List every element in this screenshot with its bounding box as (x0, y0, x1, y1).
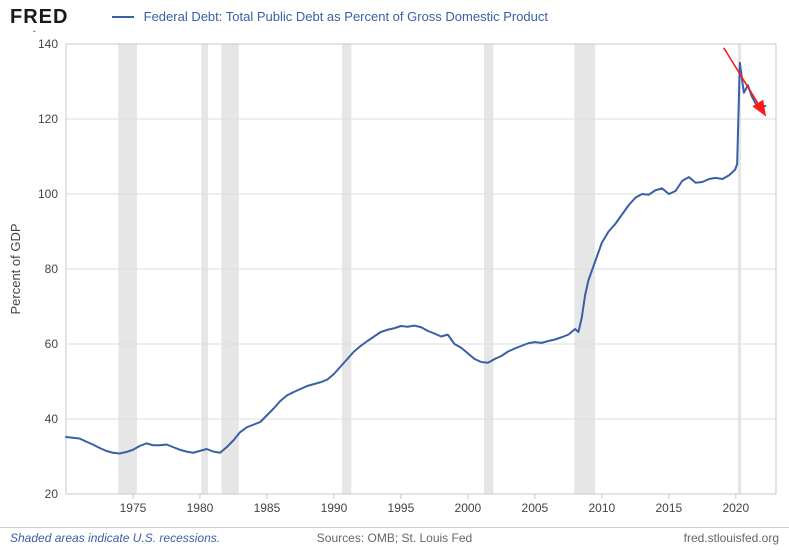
svg-text:2000: 2000 (455, 501, 482, 515)
fred-logo-text: FRED (10, 6, 68, 28)
sources-text: Sources: OMB; St. Louis Fed (317, 531, 472, 545)
svg-text:1990: 1990 (321, 501, 348, 515)
site-link[interactable]: fred.stlouisfed.org (684, 531, 779, 545)
chart-header: FRED Federal Debt: Total Public Debt as … (0, 0, 789, 33)
svg-text:2020: 2020 (722, 501, 749, 515)
chart-area: 20 40 60 80 100 120 140 1975 1980 1985 1990 1995 200… (0, 32, 789, 528)
legend-line-swatch (112, 16, 134, 18)
svg-text:1985: 1985 (254, 501, 281, 515)
svg-text:2005: 2005 (522, 501, 549, 515)
svg-text:20: 20 (45, 487, 59, 501)
svg-text:80: 80 (45, 262, 59, 276)
svg-text:40: 40 (45, 412, 59, 426)
svg-text:1975: 1975 (120, 501, 147, 515)
legend-label: Federal Debt: Total Public Debt as Perce… (144, 9, 548, 24)
svg-text:60: 60 (45, 337, 59, 351)
recession-note: Shaded areas indicate U.S. recessions. (10, 531, 220, 545)
chart-svg: 20 40 60 80 100 120 140 1975 1980 1985 1990 1995 200… (0, 32, 789, 528)
svg-text:120: 120 (38, 112, 58, 126)
svg-text:1995: 1995 (388, 501, 415, 515)
chart-footer: Shaded areas indicate U.S. recessions. S… (0, 527, 789, 550)
svg-text:1980: 1980 (187, 501, 214, 515)
svg-text:140: 140 (38, 37, 58, 51)
svg-text:2010: 2010 (588, 501, 615, 515)
svg-text:2015: 2015 (655, 501, 682, 515)
svg-text:100: 100 (38, 187, 58, 201)
legend: Federal Debt: Total Public Debt as Perce… (112, 8, 548, 24)
svg-text:Percent of GDP: Percent of GDP (8, 223, 23, 314)
